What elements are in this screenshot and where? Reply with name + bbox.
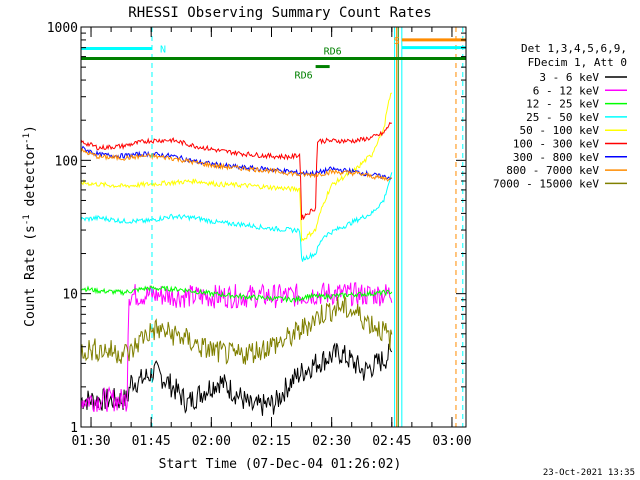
legend-header-line-1: Det 1,3,4,5,6,9, xyxy=(521,42,627,55)
y-axis-title: Count Rate (s-1 detector-1) xyxy=(22,125,38,327)
y-axis: 1 10 100 1000 xyxy=(47,21,466,436)
status-bar-label-4: S xyxy=(394,36,400,47)
y-tick-label: 10 xyxy=(62,288,78,303)
legend-label-4: 25 - 50 keV xyxy=(526,111,599,124)
y-axis-title-end: ) xyxy=(23,125,38,133)
legend-label-9: 7000 - 15000 keV xyxy=(493,177,599,190)
x-tick-label: 02:45 xyxy=(372,434,411,449)
legend-header-line-2: FDecim 1, Att 0 xyxy=(528,56,627,69)
x-tick-label: 02:00 xyxy=(192,434,231,449)
legend-label-6: 100 - 300 keV xyxy=(513,138,599,151)
legend-label-8: 800 - 7000 keV xyxy=(506,164,599,177)
series-line-2 xyxy=(81,282,393,412)
legend-label-7: 300 - 800 keV xyxy=(513,151,599,164)
chart-title: RHESSI Observing Summary Count Rates xyxy=(128,5,431,21)
plot-area xyxy=(81,27,466,427)
legend-label-1: 3 - 6 keV xyxy=(539,71,599,84)
x-tick-label: 01:45 xyxy=(132,434,171,449)
x-axis: 01:30 01:45 02:00 02:15 02:30 02:45 03:00 xyxy=(71,27,472,449)
legend-label-5: 50 - 100 keV xyxy=(520,124,600,137)
y-axis-title-tail: detector xyxy=(23,144,38,215)
x-tick-label: 02:30 xyxy=(312,434,351,449)
legend: Det 1,3,4,5,6,9, FDecim 1, Att 0 3 - 6 k… xyxy=(493,42,627,190)
x-tick-label: 03:00 xyxy=(432,434,471,449)
status-bar-label-2: RD6 xyxy=(324,47,342,58)
y-axis-title-sup: -1 xyxy=(22,214,32,225)
status-bar-label-1: N xyxy=(160,44,166,55)
y-axis-title-sup2: -1 xyxy=(22,133,32,144)
y-axis-title-part: Count Rate (s xyxy=(23,225,38,327)
series-line-1 xyxy=(81,342,393,416)
legend-label-2: 6 - 12 keV xyxy=(533,84,600,97)
series-line-3 xyxy=(81,285,393,304)
status-bar-label-3: RD6 xyxy=(295,71,313,82)
series-line-6 xyxy=(81,121,393,221)
y-tick-label: 1000 xyxy=(47,21,78,36)
series-line-8 xyxy=(81,147,392,182)
y-tick-label: 1 xyxy=(70,421,78,436)
series-line-4 xyxy=(81,172,393,262)
x-tick-label: 02:15 xyxy=(252,434,291,449)
x-axis-title: Start Time (07-Dec-04 01:26:02) xyxy=(159,457,402,472)
y-tick-label: 100 xyxy=(55,154,78,169)
x-tick-label: 01:30 xyxy=(71,434,110,449)
series-line-9 xyxy=(81,295,393,365)
footer-date: 23-Oct-2021 13:35 xyxy=(543,468,635,478)
plot-frame xyxy=(80,26,467,428)
legend-label-3: 12 - 25 keV xyxy=(526,98,599,111)
series-line-5 xyxy=(81,92,393,243)
